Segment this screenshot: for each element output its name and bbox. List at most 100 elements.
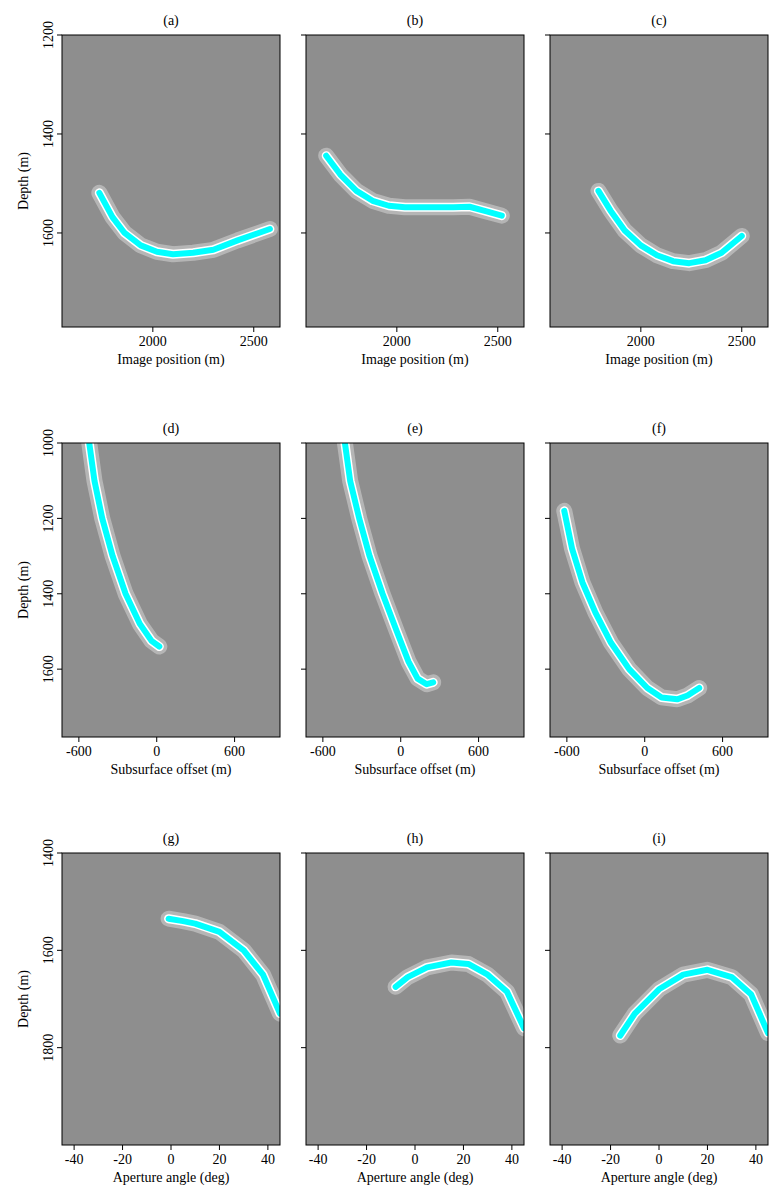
y-tick: [545, 853, 550, 854]
y-axis-title: Depth (m): [16, 970, 32, 1028]
y-tick: [545, 133, 550, 134]
pick-line: [89, 443, 159, 647]
x-tick-label: 2500: [240, 334, 268, 349]
panel-title: (i): [652, 831, 666, 847]
x-tick: [707, 1145, 708, 1150]
y-tick-label: 1400: [41, 120, 56, 148]
y-tick-label: 1400: [41, 839, 56, 867]
y-tick: [301, 35, 306, 36]
plot-group: [89, 443, 159, 647]
event-glow: [345, 443, 433, 684]
frame: [550, 35, 768, 327]
x-tick: [722, 737, 723, 742]
x-tick: [152, 327, 153, 332]
frame: [306, 35, 524, 327]
y-tick: [301, 1047, 306, 1048]
plot-area: [306, 853, 524, 1145]
y-tick-label: 1200: [41, 504, 56, 532]
y-tick: [545, 518, 550, 519]
plot-group: [99, 193, 270, 254]
plot-group: [326, 156, 502, 216]
x-tick: [400, 737, 401, 742]
x-tick: [122, 1145, 123, 1150]
plot-group: [169, 919, 280, 1014]
y-tick: [301, 518, 306, 519]
frame: [62, 443, 280, 737]
x-tick-label: 600: [224, 744, 245, 759]
x-tick-label: -20: [113, 1152, 132, 1167]
y-tick: [545, 232, 550, 233]
panel: -40-2002040140016001800(g)Aperture angle…: [16, 831, 280, 1186]
x-tick-label: -600: [554, 744, 580, 759]
x-tick: [463, 1145, 464, 1150]
pick-outline: [169, 919, 280, 1014]
panel: -40-2002040(i)Aperture angle (deg): [545, 831, 768, 1186]
y-tick-label: 1800: [41, 1034, 56, 1062]
panel: 20002500120014001600(a)Image position (m…: [16, 13, 280, 368]
x-tick-label: -600: [310, 744, 336, 759]
plot-area: [62, 853, 280, 1145]
x-tick-label: 2500: [484, 334, 512, 349]
pick-line: [99, 193, 270, 254]
y-tick: [57, 133, 62, 134]
x-tick: [644, 737, 645, 742]
frame: [62, 35, 280, 327]
y-tick: [301, 593, 306, 594]
x-axis-title: Image position (m): [117, 352, 225, 368]
x-axis-title: Image position (m): [605, 352, 713, 368]
plot-area: [306, 443, 524, 737]
event-glow: [564, 511, 699, 699]
y-tick: [57, 232, 62, 233]
x-tick: [322, 737, 323, 742]
x-tick-label: 2000: [383, 334, 411, 349]
plot-group: [598, 191, 741, 263]
x-tick-label: 2500: [728, 334, 756, 349]
background: [0, 0, 773, 1197]
pick-outline: [89, 443, 159, 647]
event-glow: [169, 919, 280, 1014]
y-axis-title: Depth (m): [16, 561, 32, 619]
x-tick-label: 0: [641, 744, 648, 759]
y-tick: [57, 35, 62, 36]
y-tick: [57, 950, 62, 951]
y-tick: [301, 133, 306, 134]
x-tick-label: 600: [468, 744, 489, 759]
plot-area: [550, 443, 768, 737]
panel-title: (h): [407, 831, 424, 847]
x-tick: [366, 1145, 367, 1150]
x-tick-label: -20: [357, 1152, 376, 1167]
x-tick: [219, 1145, 220, 1150]
panel: -40-2002040(h)Aperture angle (deg): [301, 831, 524, 1186]
plot-group: [620, 970, 768, 1036]
y-tick: [57, 853, 62, 854]
event-glow: [620, 970, 768, 1036]
x-tick: [78, 737, 79, 742]
x-tick: [562, 1145, 563, 1150]
x-tick: [267, 1145, 268, 1150]
x-axis-title: Subsurface offset (m): [354, 762, 475, 778]
pick-outline: [598, 191, 741, 263]
plot-area: [62, 35, 280, 327]
y-tick-label: 1600: [41, 219, 56, 247]
plot-area: [62, 443, 280, 737]
panel: -6000600(e)Subsurface offset (m): [301, 421, 524, 778]
figure: 20002500120014001600(a)Image position (m…: [0, 0, 773, 1197]
pick-line: [396, 963, 524, 1029]
panel: 20002500(c)Image position (m): [545, 13, 768, 368]
panel: -6000600(f)Subsurface offset (m): [545, 421, 768, 778]
panel-title: (g): [163, 831, 180, 847]
x-tick-label: -600: [66, 744, 92, 759]
x-tick-label: -40: [65, 1152, 84, 1167]
event-glow: [326, 156, 502, 216]
y-tick: [301, 443, 306, 444]
x-tick-label: 40: [749, 1152, 763, 1167]
x-tick: [478, 737, 479, 742]
y-tick: [57, 669, 62, 670]
plot-area: [550, 35, 768, 327]
pick-outline: [99, 193, 270, 254]
panel: -60006001000120014001600(d)Subsurface of…: [16, 421, 280, 778]
y-tick: [545, 1047, 550, 1048]
x-tick: [741, 327, 742, 332]
x-axis-title: Subsurface offset (m): [598, 762, 719, 778]
pick-line: [169, 919, 280, 1014]
